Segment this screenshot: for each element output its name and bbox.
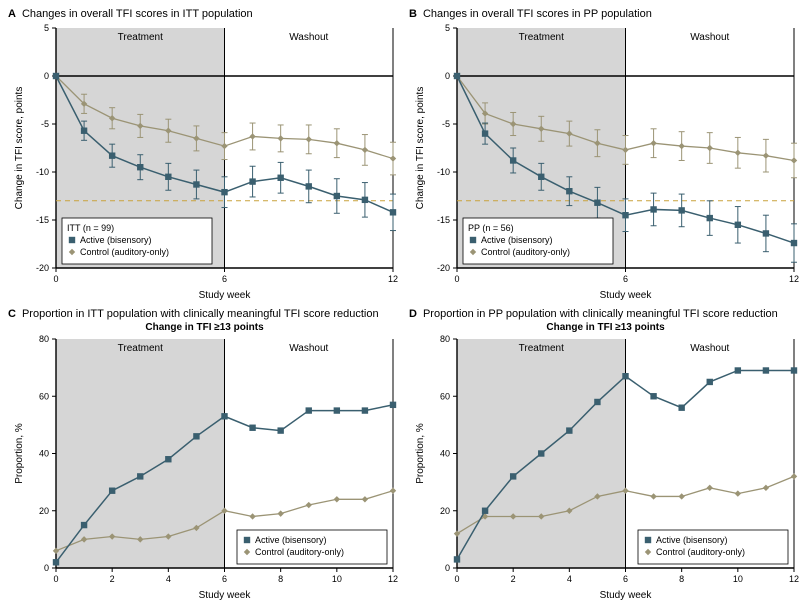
panel-D: DProportion in PP population with clinic… <box>409 308 802 604</box>
svg-text:Change in TFI score, points: Change in TFI score, points <box>14 87 25 210</box>
svg-text:0: 0 <box>53 274 58 284</box>
svg-text:Study week: Study week <box>199 590 252 601</box>
panel-D-title: DProportion in PP population with clinic… <box>409 308 802 320</box>
svg-text:Study week: Study week <box>600 590 653 601</box>
svg-text:4: 4 <box>166 574 171 584</box>
chart-grid: AChanges in overall TFI scores in ITT po… <box>8 8 802 604</box>
svg-text:6: 6 <box>222 274 227 284</box>
panel-C-subtitle: Change in TFI ≥13 points <box>8 322 401 333</box>
svg-text:0: 0 <box>445 563 450 573</box>
svg-text:0: 0 <box>454 574 459 584</box>
panel-C-title: CProportion in ITT population with clini… <box>8 308 401 320</box>
svg-text:-20: -20 <box>437 263 450 273</box>
svg-text:6: 6 <box>623 274 628 284</box>
svg-text:4: 4 <box>567 574 572 584</box>
svg-text:0: 0 <box>454 274 459 284</box>
svg-text:Control (auditory-only): Control (auditory-only) <box>80 247 169 257</box>
svg-text:-10: -10 <box>36 167 49 177</box>
svg-text:0: 0 <box>53 574 58 584</box>
chart-B: -20 -15 -10 -5 0 5 0 6 12 Study week Change in TFI… <box>409 22 802 304</box>
svg-text:Treatment: Treatment <box>118 32 163 43</box>
svg-text:5: 5 <box>445 23 450 33</box>
svg-text:0: 0 <box>44 563 49 573</box>
svg-text:20: 20 <box>440 506 450 516</box>
svg-text:40: 40 <box>440 449 450 459</box>
svg-text:60: 60 <box>440 391 450 401</box>
svg-text:-10: -10 <box>437 167 450 177</box>
svg-text:20: 20 <box>39 506 49 516</box>
svg-text:10: 10 <box>332 574 342 584</box>
svg-text:Active (bisensory): Active (bisensory) <box>481 235 553 245</box>
panel-B-title: BChanges in overall TFI scores in PP pop… <box>409 8 802 20</box>
svg-text:Active (bisensory): Active (bisensory) <box>80 235 152 245</box>
svg-text:Active (bisensory): Active (bisensory) <box>255 535 327 545</box>
svg-text:Treatment: Treatment <box>118 343 163 354</box>
svg-text:Change in TFI score, points: Change in TFI score, points <box>415 87 426 210</box>
svg-text:10: 10 <box>733 574 743 584</box>
svg-text:Study week: Study week <box>600 290 653 301</box>
svg-text:6: 6 <box>222 574 227 584</box>
panel-D-subtitle: Change in TFI ≥13 points <box>409 322 802 333</box>
svg-text:Proportion, %: Proportion, % <box>415 423 426 484</box>
svg-text:12: 12 <box>789 574 799 584</box>
svg-text:12: 12 <box>789 274 799 284</box>
svg-text:ITT (n = 99): ITT (n = 99) <box>67 223 114 233</box>
svg-text:8: 8 <box>278 574 283 584</box>
svg-text:-15: -15 <box>36 215 49 225</box>
svg-text:2: 2 <box>110 574 115 584</box>
svg-text:Study week: Study week <box>199 290 252 301</box>
chart-A: -20 -15 -10 -5 0 5 0 6 12 Study week Change in TFI… <box>8 22 401 304</box>
svg-text:60: 60 <box>39 391 49 401</box>
svg-text:-5: -5 <box>41 119 49 129</box>
svg-text:6: 6 <box>623 574 628 584</box>
svg-text:-5: -5 <box>442 119 450 129</box>
panel-A-title: AChanges in overall TFI scores in ITT po… <box>8 8 401 20</box>
chart-C: 0 20 40 60 80 0 2 4 6 8 10 12 Study week Proportion, … <box>8 333 401 604</box>
svg-text:Proportion, %: Proportion, % <box>14 423 25 484</box>
svg-text:Washout: Washout <box>690 343 729 354</box>
svg-text:-15: -15 <box>437 215 450 225</box>
svg-text:Washout: Washout <box>289 343 328 354</box>
chart-D: 0 20 40 60 80 0 2 4 6 8 10 12 Study week Proportion, … <box>409 333 802 604</box>
svg-text:8: 8 <box>679 574 684 584</box>
svg-text:80: 80 <box>440 334 450 344</box>
svg-text:Washout: Washout <box>690 32 729 43</box>
svg-text:Washout: Washout <box>289 32 328 43</box>
svg-text:12: 12 <box>388 574 398 584</box>
svg-text:Active (bisensory): Active (bisensory) <box>656 535 728 545</box>
svg-text:Control (auditory-only): Control (auditory-only) <box>656 547 745 557</box>
svg-text:-20: -20 <box>36 263 49 273</box>
svg-text:5: 5 <box>44 23 49 33</box>
svg-text:Control (auditory-only): Control (auditory-only) <box>255 547 344 557</box>
panel-C: CProportion in ITT population with clini… <box>8 308 401 604</box>
svg-text:0: 0 <box>445 71 450 81</box>
svg-text:Treatment: Treatment <box>519 32 564 43</box>
svg-text:Treatment: Treatment <box>519 343 564 354</box>
svg-text:PP (n = 56): PP (n = 56) <box>468 223 514 233</box>
svg-text:40: 40 <box>39 449 49 459</box>
svg-text:0: 0 <box>44 71 49 81</box>
svg-text:2: 2 <box>511 574 516 584</box>
svg-text:Control (auditory-only): Control (auditory-only) <box>481 247 570 257</box>
svg-text:80: 80 <box>39 334 49 344</box>
svg-text:12: 12 <box>388 274 398 284</box>
panel-B: BChanges in overall TFI scores in PP pop… <box>409 8 802 304</box>
panel-A: AChanges in overall TFI scores in ITT po… <box>8 8 401 304</box>
